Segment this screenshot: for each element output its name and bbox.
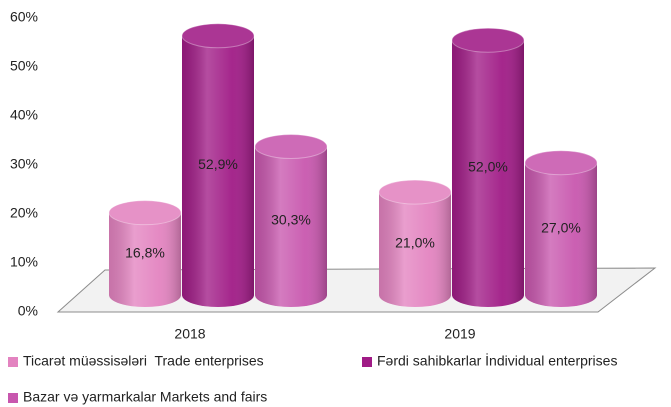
- value-label: 21,0%: [395, 234, 435, 250]
- cylinder-shade: [182, 35, 254, 307]
- cylinder-top: [524, 150, 598, 176]
- x-tick-label: 2019: [444, 326, 475, 342]
- cylinder-top: [378, 179, 452, 205]
- cylinder-shade: [525, 162, 597, 307]
- legend-label: Bazar və yarmarkalar Markets and fairs: [23, 389, 267, 405]
- cylinder-top: [254, 134, 328, 160]
- cylinder-shade: [109, 212, 181, 307]
- cylinder-top-shade: [182, 23, 254, 48]
- cylinder-shade: [379, 192, 451, 307]
- y-tick-label: 30%: [10, 156, 38, 172]
- cylinder-shade: [255, 146, 327, 307]
- cylinder-top-shade: [109, 200, 181, 225]
- cylinder-top-shade: [379, 180, 451, 205]
- x-tick-label: 2018: [174, 326, 205, 342]
- cylinder-shade: [452, 40, 524, 307]
- value-label: 52,9%: [198, 156, 238, 172]
- cylinder-top: [181, 23, 255, 49]
- y-tick-label: 60%: [10, 9, 38, 25]
- y-tick-label: 40%: [10, 107, 38, 123]
- legend-label: Ticarət müəssisələri Trade enterprises: [23, 353, 264, 369]
- cylinder-top-shade: [525, 150, 597, 175]
- value-label: 30,3%: [271, 211, 311, 227]
- cylinder-top-shade: [452, 28, 524, 53]
- cylinder-top: [451, 27, 525, 53]
- y-tick-label: 10%: [10, 254, 38, 270]
- value-label: 16,8%: [125, 245, 165, 261]
- legend-label: Fərdi sahibkarlar İndividual enterprises: [377, 352, 617, 369]
- plot-area: 16,8% 52,9% 30,3% 21,0% 52,0% 27,0%: [108, 23, 598, 307]
- value-label: 52,0%: [468, 158, 508, 174]
- cylinder-top-shade: [255, 134, 327, 159]
- legend-swatch: [8, 357, 18, 367]
- cylinder-top: [108, 200, 182, 226]
- legend-swatch: [8, 393, 18, 403]
- y-tick-label: 0%: [18, 303, 38, 319]
- y-tick-label: 20%: [10, 205, 38, 221]
- y-tick-label: 50%: [10, 58, 38, 74]
- legend-swatch: [362, 357, 372, 367]
- value-label: 27,0%: [541, 220, 581, 236]
